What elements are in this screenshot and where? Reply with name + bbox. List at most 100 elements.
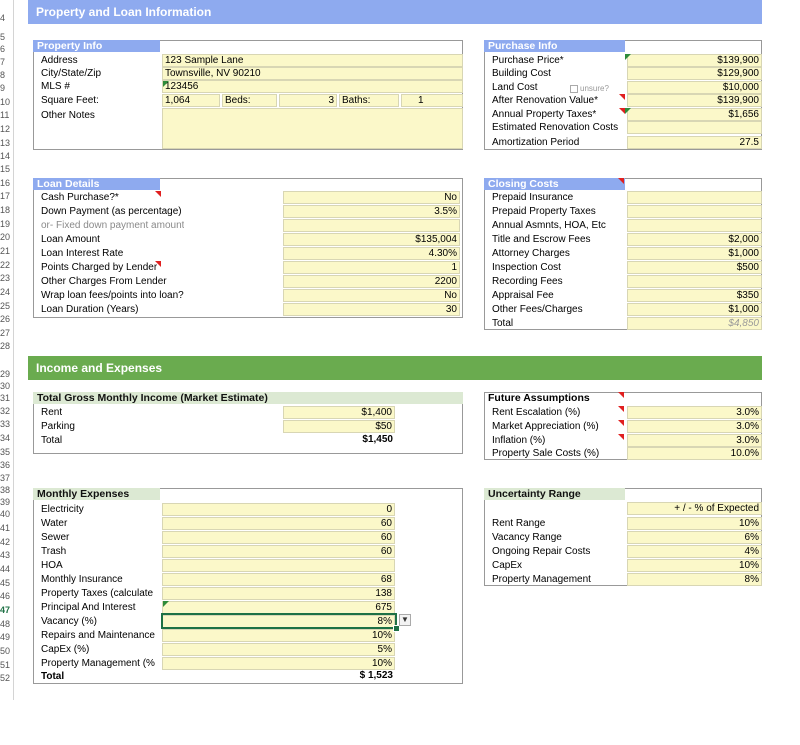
closing-row-input[interactable]: $500 bbox=[627, 261, 762, 274]
loan-row-input[interactable]: 30 bbox=[283, 303, 460, 316]
selected-cell[interactable] bbox=[161, 613, 397, 629]
other-notes-input[interactable] bbox=[162, 108, 463, 149]
fill-handle[interactable] bbox=[393, 625, 400, 632]
expense-row-label: Principal And Interest bbox=[41, 602, 136, 613]
loan-row-input[interactable]: 3.5% bbox=[283, 205, 460, 218]
closing-row-input[interactable]: $2,000 bbox=[627, 233, 762, 246]
closing-row-label: Attorney Charges bbox=[492, 248, 570, 259]
uncertainty-row-input[interactable]: 10% bbox=[627, 559, 762, 572]
income-row-input[interactable]: $50 bbox=[283, 420, 395, 433]
loan-row-label: Points Charged by Lender bbox=[41, 262, 158, 273]
beds-input[interactable]: 3 bbox=[279, 94, 337, 107]
future-row-input[interactable]: 3.0% bbox=[627, 406, 762, 419]
city-state-zip-input[interactable]: Townsville, NV 90210 bbox=[162, 67, 463, 80]
expense-row-input[interactable]: 60 bbox=[162, 545, 395, 558]
uncertainty-row-input[interactable]: 6% bbox=[627, 531, 762, 544]
row-number: 39 bbox=[0, 497, 11, 507]
row-number: 35 bbox=[0, 447, 11, 457]
comment-marker bbox=[619, 94, 625, 100]
row-number: 12 bbox=[0, 124, 11, 134]
address-input[interactable]: 123 Sample Lane bbox=[162, 54, 463, 67]
loan-row-input[interactable]: 4.30% bbox=[283, 247, 460, 260]
expense-row-input[interactable]: 10% bbox=[162, 657, 395, 670]
loan-row-label: or- Fixed down payment amount bbox=[41, 220, 185, 231]
purchase-row-label: Purchase Price* bbox=[492, 55, 564, 66]
row-number: 8 bbox=[0, 70, 6, 80]
expense-row-input[interactable]: 138 bbox=[162, 587, 395, 600]
uncertainty-column-header: + / - % of Expected bbox=[627, 502, 762, 515]
purchase-row-input[interactable]: $10,000 bbox=[627, 81, 762, 94]
unsure-label: unsure? bbox=[580, 84, 609, 93]
purchase-row-input[interactable]: $139,900 bbox=[627, 54, 762, 67]
closing-row-input[interactable] bbox=[627, 275, 762, 288]
row-number: 51 bbox=[0, 660, 11, 670]
loan-row-input[interactable]: 1 bbox=[283, 261, 460, 274]
future-row-label: Property Sale Costs (%) bbox=[492, 448, 600, 459]
row-number: 47 bbox=[0, 605, 11, 615]
uncertainty-title: Uncertainty Range bbox=[484, 488, 625, 500]
row-number: 27 bbox=[0, 328, 11, 338]
unsure-checkbox[interactable]: unsure? bbox=[570, 84, 609, 93]
expense-row-input[interactable]: 0 bbox=[162, 503, 395, 516]
loan-row-label: Cash Purchase?* bbox=[41, 192, 119, 203]
loan-row-input[interactable]: 2200 bbox=[283, 275, 460, 288]
closing-row-input[interactable] bbox=[627, 205, 762, 218]
closing-row-label: Prepaid Property Taxes bbox=[492, 206, 596, 217]
expense-row-label: Water bbox=[41, 518, 68, 529]
square-feet-input[interactable]: 1,064 bbox=[162, 94, 220, 107]
checkbox-icon bbox=[570, 84, 578, 93]
expense-row-input[interactable] bbox=[162, 559, 395, 572]
row-number: 16 bbox=[0, 178, 11, 188]
expense-row-input[interactable]: 68 bbox=[162, 573, 395, 586]
uncertainty-row-label: Rent Range bbox=[492, 518, 546, 529]
baths-label: Baths: bbox=[339, 94, 399, 107]
purchase-row-input[interactable] bbox=[627, 121, 762, 134]
closing-row-input[interactable] bbox=[627, 191, 762, 204]
row-number: 50 bbox=[0, 646, 11, 656]
expense-row-input[interactable]: 10% bbox=[162, 629, 395, 642]
row-number: 43 bbox=[0, 550, 11, 560]
comment-marker bbox=[163, 601, 169, 607]
purchase-row-input[interactable]: $1,656 bbox=[627, 108, 762, 121]
purchase-row-input[interactable]: 27.5 bbox=[627, 136, 762, 149]
expense-row-input[interactable]: 60 bbox=[162, 531, 395, 544]
loan-row-input[interactable]: No bbox=[283, 191, 460, 204]
row-number: 9 bbox=[0, 83, 6, 93]
future-row-input[interactable]: 10.0% bbox=[627, 447, 762, 460]
dropdown-arrow-icon[interactable]: ▼ bbox=[399, 614, 411, 626]
row-number: 45 bbox=[0, 578, 11, 588]
income-row-input[interactable]: $1,400 bbox=[283, 406, 395, 419]
closing-row-label: Title and Escrow Fees bbox=[492, 234, 591, 245]
uncertainty-row-input[interactable]: 8% bbox=[627, 573, 762, 586]
closing-row-input[interactable]: $350 bbox=[627, 289, 762, 302]
row-number: 25 bbox=[0, 301, 11, 311]
comment-marker bbox=[625, 108, 631, 114]
purchase-row-input[interactable]: $139,900 bbox=[627, 94, 762, 107]
closing-row-input[interactable]: $1,000 bbox=[627, 303, 762, 316]
closing-row-label: Recording Fees bbox=[492, 276, 563, 287]
future-row-input[interactable]: 3.0% bbox=[627, 420, 762, 433]
property-info-title: Property Info bbox=[33, 40, 160, 52]
row-number: 20 bbox=[0, 232, 11, 242]
closing-costs-title: Closing Costs bbox=[484, 178, 625, 190]
expense-row-label: Trash bbox=[41, 546, 67, 557]
expense-row-input[interactable]: 5% bbox=[162, 643, 395, 656]
mls-input[interactable]: 123456 bbox=[162, 80, 463, 93]
row-number: 31 bbox=[0, 393, 11, 403]
closing-row-input[interactable] bbox=[627, 219, 762, 232]
loan-row-input[interactable] bbox=[283, 219, 460, 232]
uncertainty-row-input[interactable]: 4% bbox=[627, 545, 762, 558]
income-row-label: Total bbox=[41, 435, 63, 446]
uncertainty-row-label: CapEx bbox=[492, 560, 523, 571]
expense-row-label: HOA bbox=[41, 560, 63, 571]
baths-input[interactable]: 1 bbox=[401, 94, 463, 107]
loan-row-input[interactable]: No bbox=[283, 289, 460, 302]
expense-row-input[interactable]: 60 bbox=[162, 517, 395, 530]
purchase-row-input[interactable]: $129,900 bbox=[627, 67, 762, 80]
closing-row-input[interactable]: $1,000 bbox=[627, 247, 762, 260]
future-row-input[interactable]: 3.0% bbox=[627, 434, 762, 447]
uncertainty-row-input[interactable]: 10% bbox=[627, 517, 762, 530]
loan-row-input[interactable]: $135,004 bbox=[283, 233, 460, 246]
row-number: 40 bbox=[0, 509, 11, 519]
purchase-row-label: Land Cost bbox=[492, 82, 538, 93]
